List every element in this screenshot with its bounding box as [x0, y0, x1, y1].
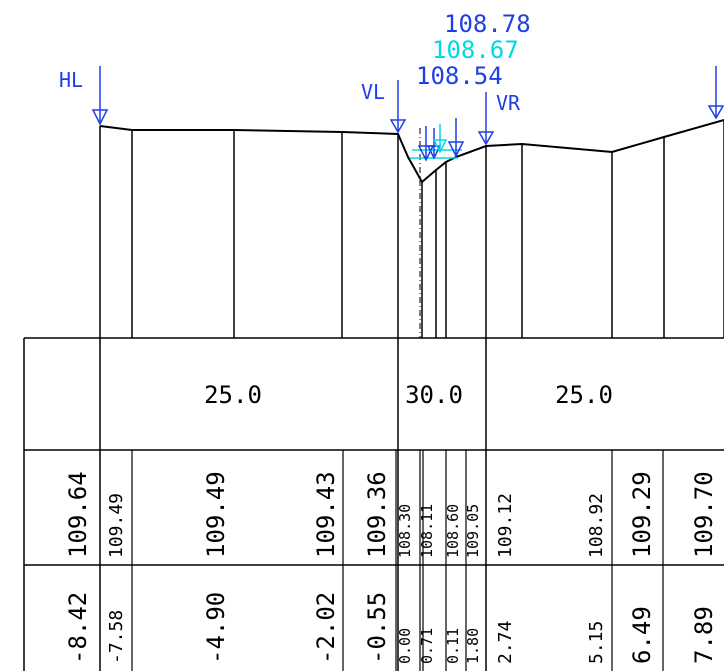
roughness-channel: 30.0 — [405, 381, 463, 409]
station-value: -0.55 — [363, 592, 391, 664]
roughness-right: 25.0 — [555, 381, 613, 409]
vl-label: VL — [361, 80, 385, 104]
station-value: 5.15 — [586, 621, 607, 664]
water-level-markers — [417, 118, 465, 162]
elevation-value: 108.11 — [418, 504, 436, 558]
elevation-value: 109.64 — [64, 471, 92, 558]
elevation-value: 108.60 — [444, 504, 462, 558]
elevation-value: 109.36 — [363, 471, 391, 558]
right-edge-marker — [707, 66, 724, 120]
wl-low-label: 108.54 — [416, 62, 503, 90]
station-value: 0.71 — [418, 628, 436, 664]
terrain-profile — [99, 119, 724, 184]
station-value: 1.80 — [464, 628, 482, 664]
station-value: -8.42 — [64, 592, 92, 664]
station-lines — [99, 120, 724, 671]
elevation-row: 109.64 109.49 109.49 109.43 109.36 108.30 108.… — [64, 471, 718, 558]
station-value: 7.89 — [690, 606, 718, 664]
station-value: -4.90 — [202, 592, 230, 664]
wl-mid-label: 108.67 — [432, 36, 519, 64]
elevation-value: 109.70 — [690, 471, 718, 558]
station-value: 0.00 — [396, 628, 414, 664]
elevation-value: 109.12 — [495, 493, 516, 558]
elevation-value: 109.43 — [312, 471, 340, 558]
data-table-grid — [23, 337, 724, 671]
station-value: -2.02 — [312, 592, 340, 664]
wl-top-label: 108.78 — [444, 10, 531, 38]
station-value: 2.74 — [495, 621, 516, 664]
elevation-value: 109.29 — [628, 471, 656, 558]
vr-marker — [477, 92, 495, 146]
vr-label: VR — [496, 91, 521, 115]
elevation-value: 108.30 — [396, 504, 414, 558]
station-row: -8.42 -7.58 -4.90 -2.02 -0.55 0.00 0.71 0.11 1.8… — [64, 592, 718, 664]
station-value: 6.49 — [628, 606, 656, 664]
elevation-value: 108.92 — [586, 493, 607, 558]
elevation-value: 109.49 — [106, 493, 127, 558]
elevation-value: 109.49 — [202, 471, 230, 558]
elevation-value: 109.05 — [464, 504, 482, 558]
hl-marker — [91, 66, 109, 126]
roughness-left: 25.0 — [204, 381, 262, 409]
hl-label: HL — [59, 68, 83, 92]
water-level-markers-cyan — [432, 124, 448, 154]
station-value: 0.11 — [444, 628, 462, 664]
vl-marker — [389, 80, 407, 134]
table-column-lines — [131, 450, 664, 671]
station-value: -7.58 — [106, 610, 127, 664]
